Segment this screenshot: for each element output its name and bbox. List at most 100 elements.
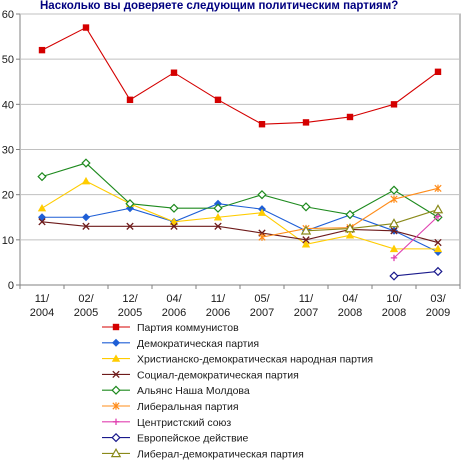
legend-item: Либеральная партия	[102, 401, 239, 413]
legend-marker	[112, 402, 120, 410]
data-point	[257, 208, 267, 216]
data-point	[300, 225, 312, 235]
y-tick-label: 10	[2, 235, 14, 247]
series-line	[393, 215, 439, 259]
legend-item: Социал-демократическая партия	[102, 369, 299, 381]
legend-marker	[111, 354, 121, 362]
x-tick-label: 2007	[294, 307, 318, 319]
x-tick-label: 2006	[206, 307, 230, 319]
x-tick-label: 02/	[78, 293, 94, 305]
series-6	[390, 213, 442, 262]
x-tick-label: 2008	[382, 307, 406, 319]
legend-label: Альянс Наша Молдова	[137, 385, 250, 397]
x-tick-label: 2005	[74, 307, 98, 319]
x-tick-label: 11/	[299, 293, 314, 305]
data-point	[81, 176, 91, 185]
series-line	[41, 180, 438, 250]
data-point	[37, 171, 47, 182]
legend: Партия коммунистов Демократическая партия…	[102, 322, 373, 460]
data-point	[301, 240, 311, 248]
data-point	[434, 213, 442, 220]
series-7	[389, 266, 443, 281]
data-point	[433, 244, 443, 253]
data-point	[258, 233, 266, 241]
data-point	[433, 266, 443, 277]
x-tick-label: 2007	[250, 307, 274, 319]
series-line	[393, 270, 439, 277]
x-tick-label: 2005	[118, 307, 142, 319]
data-point	[169, 217, 179, 225]
data-point	[126, 96, 134, 104]
data-point	[434, 238, 442, 247]
data-point	[346, 113, 354, 121]
y-tick-label: 0	[8, 280, 14, 292]
data-point	[434, 68, 442, 76]
data-point	[257, 190, 267, 200]
legend-item: Христианско-демократическая народная пар…	[102, 354, 373, 366]
series-line	[41, 221, 439, 244]
data-point	[125, 199, 135, 209]
data-point	[258, 121, 266, 128]
data-point	[170, 222, 178, 230]
legend-label: Центристский союз	[137, 417, 231, 429]
series-line	[305, 209, 439, 232]
series-4	[37, 158, 443, 222]
x-tick-label: 2006	[162, 307, 186, 319]
data-point	[345, 231, 355, 239]
legend-marker	[112, 338, 120, 347]
data-point	[170, 69, 178, 76]
data-point	[82, 222, 90, 230]
data-point	[169, 203, 179, 213]
legend-marker	[111, 385, 121, 395]
y-tick-label: 20	[2, 190, 14, 202]
data-point	[389, 271, 399, 281]
y-tick-label: 50	[2, 54, 14, 66]
legend-item: Либерал-демократическая партия	[102, 447, 304, 460]
y-tick-label: 40	[2, 99, 14, 111]
legend-label: Партия коммунистов	[137, 322, 239, 334]
data-point	[82, 24, 90, 31]
series-layer	[37, 24, 444, 281]
data-point	[302, 119, 310, 126]
data-point	[390, 195, 398, 203]
data-point	[390, 227, 398, 235]
legend-marker	[112, 323, 120, 331]
data-point	[38, 46, 46, 54]
data-point	[434, 184, 442, 193]
x-tick-label: 05/	[254, 293, 270, 305]
x-axis: 11/2004 02/2005 12/2005 04/2006 11/2006 05/20…	[19, 285, 461, 319]
data-point	[389, 185, 399, 195]
series-line	[41, 26, 439, 125]
data-point	[81, 158, 91, 168]
y-tick-label: 60	[2, 9, 14, 21]
x-tick-label: 03/	[430, 293, 446, 305]
x-tick-label: 12/	[122, 293, 138, 305]
data-point	[37, 204, 47, 212]
legend-item: Демократическая партия	[102, 338, 259, 350]
legend-label: Европейское действие	[137, 433, 249, 445]
data-point	[344, 223, 356, 233]
x-tick-label: 04/	[342, 293, 358, 305]
series-8	[300, 204, 444, 235]
data-point	[388, 218, 400, 228]
data-point	[126, 222, 134, 230]
data-point	[82, 213, 90, 222]
x-tick-label: 2008	[338, 307, 362, 319]
x-tick-label: 11/	[35, 293, 50, 305]
data-point	[389, 244, 399, 253]
data-point	[214, 96, 222, 104]
legend-label: Либеральная партия	[137, 401, 239, 413]
data-point	[301, 202, 311, 212]
y-tick-label: 30	[2, 145, 14, 157]
data-point	[432, 204, 444, 214]
data-point	[214, 222, 222, 230]
x-tick-label: 11/	[211, 293, 226, 305]
legend-label: Либерал-демократическая партия	[137, 448, 304, 460]
legend-item: Центристский союз	[102, 417, 231, 429]
series-0	[38, 24, 442, 128]
legend-label: Демократическая партия	[137, 338, 259, 350]
series-line	[42, 203, 439, 253]
legend-label: Социал-демократическая партия	[137, 369, 299, 381]
data-point	[213, 203, 223, 213]
